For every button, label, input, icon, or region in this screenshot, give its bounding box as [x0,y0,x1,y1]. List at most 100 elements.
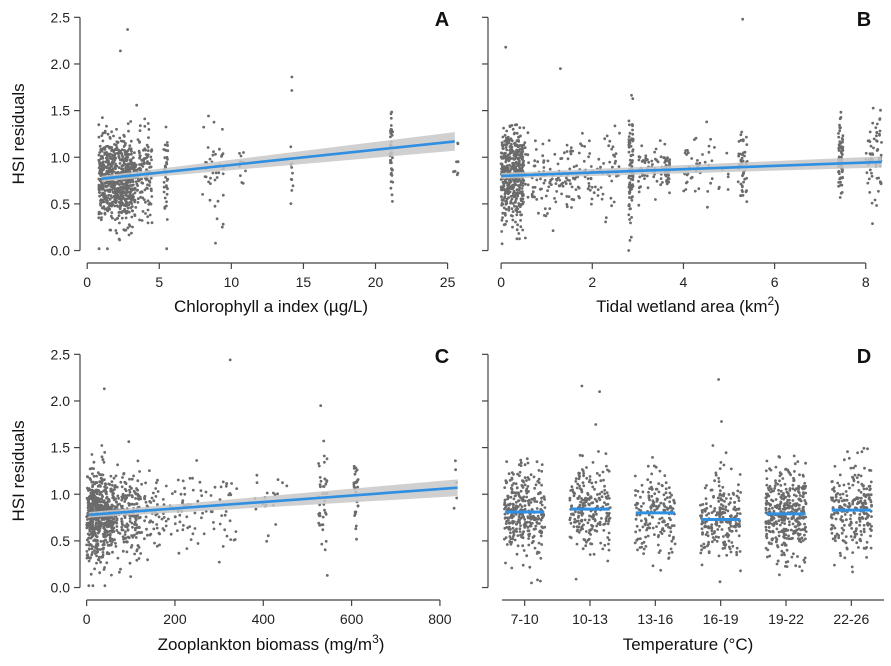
data-point [601,470,605,474]
data-point [786,560,790,563]
data-point [148,162,151,166]
data-point [121,476,124,479]
data-point [133,520,137,524]
data-point [555,190,559,193]
x-tick-label: 7-10 [511,611,539,627]
data-point [853,506,857,510]
data-point [149,155,153,159]
data-point [513,204,516,208]
data-point [858,513,862,516]
data-point [120,495,124,499]
data-point [116,181,119,184]
data-point [655,179,659,183]
data-point [123,207,126,211]
data-point [523,524,527,527]
data-point [526,515,530,518]
data-point [110,164,113,168]
data-point [709,504,713,508]
data-point [210,510,214,514]
data-point [724,497,728,500]
data-point [838,177,841,181]
data-point [581,512,585,515]
data-point [165,155,169,159]
data-point [578,471,581,475]
data-point [714,471,718,475]
data-point [838,505,842,508]
data-point [390,193,394,197]
data-point [138,140,141,144]
data-point [101,147,104,151]
data-point [797,490,800,493]
data-point [389,135,392,139]
data-point [668,506,672,510]
data-point [765,499,769,503]
data-point [593,487,596,491]
data-point [136,479,140,483]
data-point [596,522,600,526]
data-point [767,488,771,492]
data-point [100,154,103,158]
data-point [181,499,185,503]
data-point [628,188,632,192]
data-point [137,526,141,529]
data-point [502,167,505,170]
data-point [227,493,231,497]
data-point [588,475,592,478]
data-point [528,565,532,569]
data-point [123,533,127,536]
data-point [651,502,655,506]
data-point [731,544,735,548]
data-point [650,494,654,498]
data-point [734,522,738,525]
data-point [110,188,114,192]
fit-line [88,486,458,517]
data-point [537,492,540,496]
data-point [517,232,521,235]
data-point [85,526,89,530]
data-point [161,527,165,530]
data-point [152,499,156,503]
data-point [514,154,517,158]
data-point [456,142,460,146]
data-point [526,131,530,135]
data-point [858,537,862,541]
data-point [290,166,294,169]
data-point [666,178,669,182]
data-point [512,189,516,193]
data-point [526,183,530,187]
data-point [729,497,733,500]
data-point [607,542,610,546]
data-point [627,249,631,252]
data-point [92,460,96,464]
data-point [534,524,538,528]
data-point [117,200,121,204]
x-tick-label: 0 [497,274,505,290]
data-point [196,542,200,545]
data-point [669,526,672,530]
data-point [191,488,195,492]
data-point [652,175,656,179]
data-point [804,537,807,541]
data-point [94,488,98,492]
data-point [651,526,655,530]
data-point [847,456,851,460]
data-point [104,160,108,164]
data-point [152,491,155,495]
data-point [90,489,94,492]
data-point [772,489,775,493]
data-point [668,516,671,520]
data-point [110,130,113,134]
data-point [539,177,542,181]
data-point [534,148,538,151]
data-point [138,151,141,155]
data-point [745,200,749,204]
y-tick-label: 1.5 [51,103,71,119]
data-point [508,516,511,519]
data-point [726,175,730,179]
data-point [509,142,513,146]
data-point [155,523,159,526]
data-point [100,497,104,501]
data-point [519,213,523,217]
data-point [787,498,791,502]
data-point [118,162,122,165]
